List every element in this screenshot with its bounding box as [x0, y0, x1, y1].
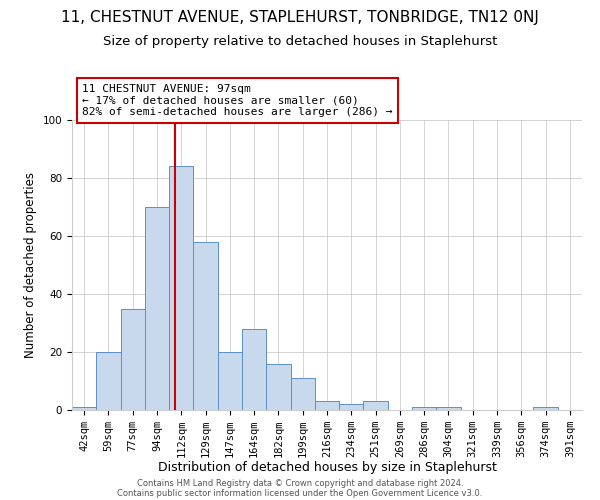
Text: Size of property relative to detached houses in Staplehurst: Size of property relative to detached ho… [103, 35, 497, 48]
Bar [218, 352, 242, 410]
X-axis label: Distribution of detached houses by size in Staplehurst: Distribution of detached houses by size … [158, 462, 496, 474]
Y-axis label: Number of detached properties: Number of detached properties [24, 172, 37, 358]
Bar [266, 364, 290, 410]
Bar [145, 207, 169, 410]
Bar [533, 407, 558, 410]
Text: 11 CHESTNUT AVENUE: 97sqm
← 17% of detached houses are smaller (60)
82% of semi-: 11 CHESTNUT AVENUE: 97sqm ← 17% of detac… [82, 84, 392, 117]
Bar [315, 402, 339, 410]
Text: Contains HM Land Registry data © Crown copyright and database right 2024.: Contains HM Land Registry data © Crown c… [137, 478, 463, 488]
Bar [339, 404, 364, 410]
Bar [121, 308, 145, 410]
Bar [436, 407, 461, 410]
Bar [169, 166, 193, 410]
Text: Contains public sector information licensed under the Open Government Licence v3: Contains public sector information licen… [118, 488, 482, 498]
Bar [242, 329, 266, 410]
Bar [72, 407, 96, 410]
Bar [96, 352, 121, 410]
Bar [412, 407, 436, 410]
Bar [290, 378, 315, 410]
Bar [364, 402, 388, 410]
Bar [193, 242, 218, 410]
Text: 11, CHESTNUT AVENUE, STAPLEHURST, TONBRIDGE, TN12 0NJ: 11, CHESTNUT AVENUE, STAPLEHURST, TONBRI… [61, 10, 539, 25]
